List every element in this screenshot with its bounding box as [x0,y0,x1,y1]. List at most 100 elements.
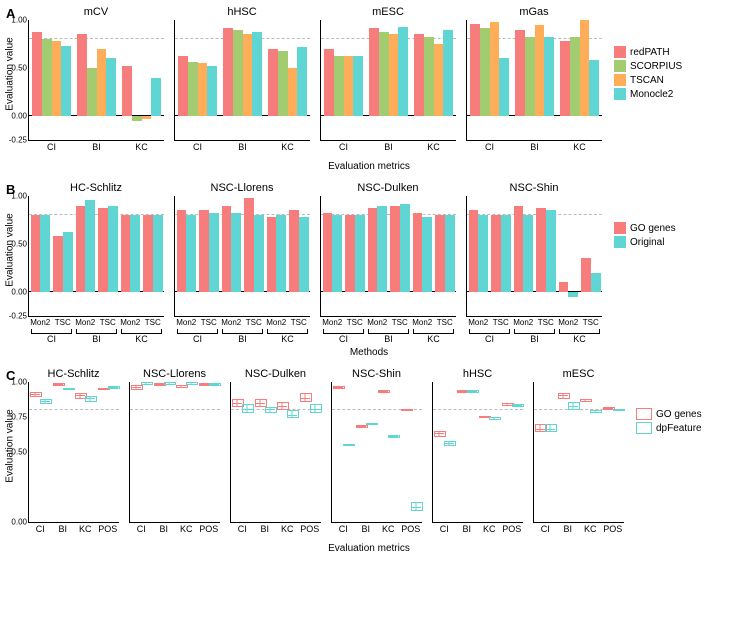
bar [31,215,41,292]
bar [106,58,116,116]
row-b-xlabel: Methods [6,347,732,358]
panel-title: mESC [533,368,624,382]
bar [580,20,590,116]
xtick: KC [281,524,294,534]
xtick-sub: Mon2 [367,318,387,327]
bar-plot: CIBIKC [174,20,310,141]
bar [514,206,524,292]
panel-title: NSC-Llorens [129,368,220,382]
xtick-sub: Mon2 [322,318,342,327]
ytick: -0.25 [9,312,27,321]
boxplot [502,382,512,522]
xtick-sub: Mon2 [412,318,432,327]
row-c: C Evaluation value HC-Schlitz0.000.500.7… [6,368,732,554]
bracket-label: CI [485,334,494,344]
xtick: POS [199,524,218,534]
bar [77,34,87,116]
boxplot [40,382,50,522]
xtick: BI [159,524,168,534]
boxplot [141,382,151,522]
bar [413,213,423,292]
legend-swatch [636,408,652,420]
bracket-label: CI [47,334,56,344]
bar [345,215,355,292]
boxplot [310,382,320,522]
bar [535,25,545,116]
bar [334,56,344,116]
bar [570,37,580,116]
boxplot [85,382,95,522]
boxplot [199,382,209,522]
bar [536,208,546,292]
bar [478,215,488,292]
legend-swatch [636,422,652,434]
boxplot [411,382,421,522]
bar [289,210,299,292]
bar [231,213,241,292]
bracket-label: KC [135,334,148,344]
bar [268,49,278,116]
bar [355,215,365,292]
bar [400,204,410,292]
boxplot [53,382,63,522]
boxplot [580,382,590,522]
bar [398,27,408,116]
panel-title: NSC-Dulken [230,368,321,382]
bar [222,206,232,292]
bar [434,44,444,116]
boxplot [265,382,275,522]
xtick-sub: TSC [583,318,599,327]
xtick-sub: Mon2 [120,318,140,327]
legend-item: GO genes [614,222,676,234]
bar [297,47,307,116]
panel-a-mCV: mCV-0.250.000.501.00CIBIKC [28,6,164,141]
panel-a-hHSC: hHSCCIBIKC [174,6,310,141]
boxplot [209,382,219,522]
bar [209,213,219,292]
bar [589,60,599,116]
xtick: CI [47,142,56,152]
xtick: KC [584,524,597,534]
row-b: B Evaluation value HC-Schlitz-0.250.000.… [6,182,732,358]
xtick-sub: TSC [201,318,217,327]
box-plot: CIBIKCPOS [129,382,220,523]
bar-plot: Mon2TSCCIMon2TSCBIMon2TSCKC [466,196,602,317]
bar [233,30,243,116]
xtick: POS [98,524,117,534]
legend-item: Original [614,236,676,248]
bar [177,210,187,292]
boxplot [164,382,174,522]
xtick-sub: Mon2 [176,318,196,327]
panel-a-mESC: mESCCIBIKC [320,6,456,141]
bracket-label: BI [92,334,101,344]
bar [491,215,501,292]
ytick: 0.50 [11,64,27,73]
boxplot [131,382,141,522]
bar [353,56,363,116]
bar [98,208,108,292]
bar [581,258,591,292]
xtick-sub: TSC [55,318,71,327]
legend-label: dpFeature [656,423,702,434]
bar [377,206,387,292]
row-a: A Evaluation value mCV-0.250.000.501.00C… [6,6,732,172]
panel-title: NSC-Dulken [320,182,456,196]
xtick: BI [384,142,393,152]
boxplot [558,382,568,522]
ytick: -0.25 [9,136,27,145]
ytick: 1.00 [11,192,27,201]
xtick-sub: Mon2 [513,318,533,327]
bracket-label: BI [238,334,247,344]
bar [445,215,455,292]
bar [390,206,400,292]
bar [369,28,379,116]
ytick: 0.00 [11,518,27,527]
legend: GO genesdpFeature [636,408,702,434]
bar [443,30,453,116]
bar [470,24,480,116]
xtick: BI [563,524,572,534]
bar [188,62,198,116]
boxplot [603,382,613,522]
legend-item: SCORPIUS [614,60,682,72]
bar [276,215,286,292]
